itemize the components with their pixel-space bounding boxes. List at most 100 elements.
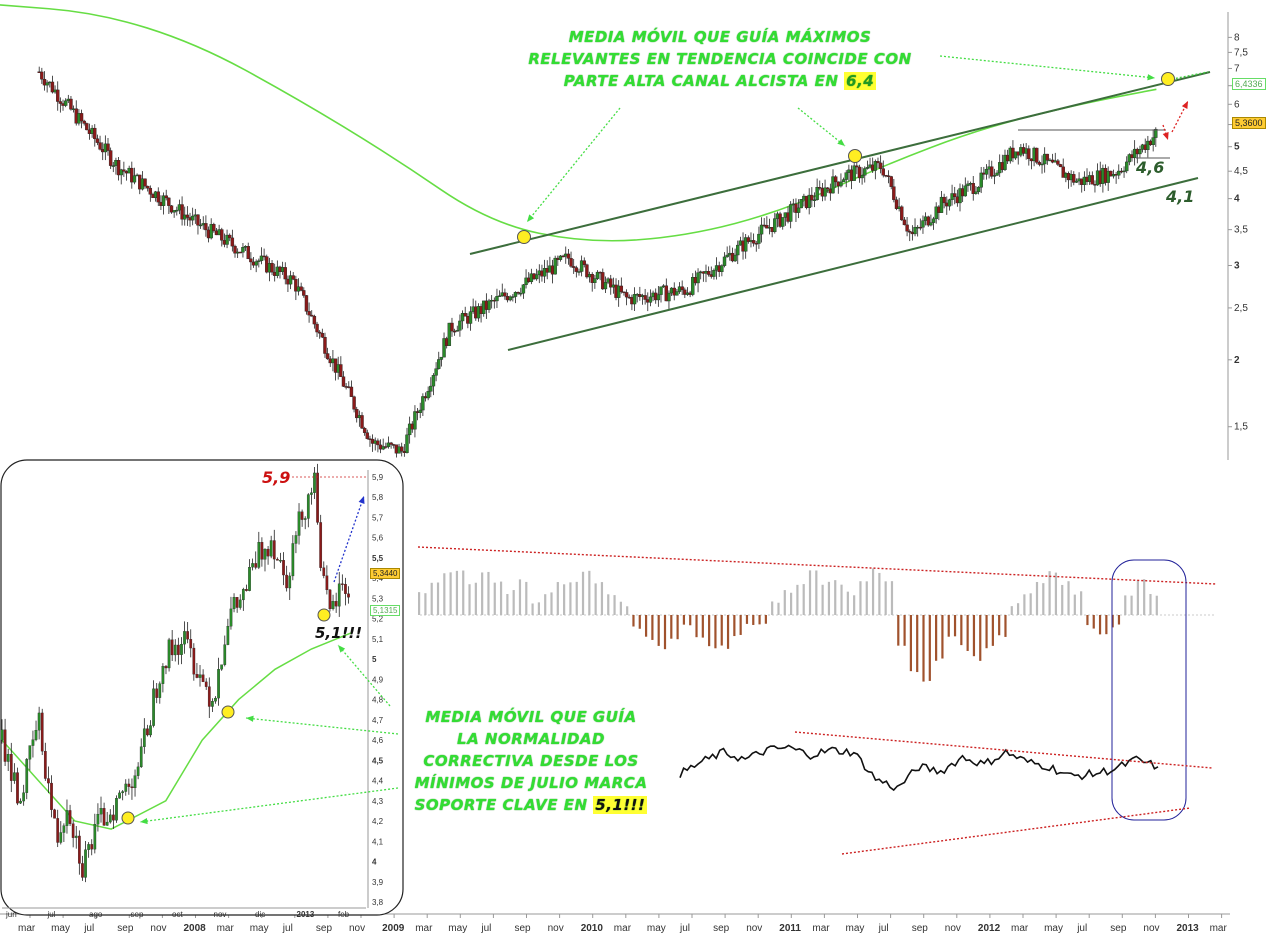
moving-average-tag: 6,4336 (1232, 78, 1266, 90)
candle (659, 286, 663, 295)
candle (905, 224, 909, 232)
histogram-bar (418, 592, 421, 615)
level-label: 4,6 (1136, 158, 1165, 177)
candle (341, 376, 346, 387)
histogram-bar (1061, 584, 1064, 615)
inset-candle (65, 810, 69, 826)
candle (942, 196, 946, 204)
x-tick-label: jul (282, 923, 293, 934)
candle (143, 178, 147, 187)
price-arrow-head (1181, 101, 1188, 109)
candle (754, 243, 758, 245)
candle (307, 311, 311, 316)
histogram-bar (739, 615, 742, 635)
x-tick-label: mar (1011, 923, 1029, 934)
candle (892, 186, 896, 200)
histogram-bar (424, 593, 427, 615)
candle (460, 313, 465, 322)
candle (69, 98, 73, 110)
candle (455, 330, 459, 332)
candle (220, 229, 224, 241)
inset-y-tick-label: 3,9 (372, 878, 384, 887)
inset-candle (316, 472, 319, 523)
inset-candle (183, 631, 186, 645)
inset-candle (180, 643, 183, 655)
inset-candle (276, 558, 279, 561)
histogram-bar (632, 615, 635, 627)
histogram-bar (909, 615, 912, 672)
histogram-bar (531, 603, 534, 615)
candle (561, 255, 565, 258)
candle (900, 206, 904, 221)
candle (1122, 170, 1126, 173)
candle (42, 78, 47, 86)
candle (799, 199, 803, 209)
histogram-bar (714, 615, 717, 649)
inset-candle (3, 729, 7, 762)
inset-candle (19, 800, 22, 804)
candle (190, 215, 195, 221)
histogram-bar (922, 615, 925, 682)
inset-moving-average-tag: 5,1315 (370, 605, 401, 616)
histogram-bar (1124, 595, 1127, 615)
inset-y-tick-label: 4,9 (372, 675, 384, 684)
candle (148, 187, 153, 195)
candle (632, 294, 637, 305)
x-tick-label: jul (1076, 923, 1087, 934)
annotation-highlight: 6,4 (844, 72, 877, 90)
price-candles (37, 66, 1158, 458)
histogram-bar (991, 615, 994, 646)
candle (352, 396, 356, 410)
candle (736, 244, 740, 256)
high-label: 5,9 (262, 468, 291, 487)
inset-candle (161, 666, 165, 684)
inset-candle (285, 574, 288, 589)
x-tick-label: may (1044, 923, 1063, 934)
candle (259, 255, 264, 261)
candle (926, 216, 930, 226)
inset-candle (84, 849, 87, 878)
candle (325, 353, 330, 360)
histogram-bar (998, 615, 1001, 636)
candle (1072, 174, 1076, 183)
inset-touch-point (221, 705, 235, 719)
candle (169, 205, 174, 213)
x-tick-label: mar (415, 923, 433, 934)
moving-average-annotation: MEDIA MÓVIL QUE GUÍA MÁXIMOS RELEVANTES … (470, 26, 970, 92)
inset-candle (257, 542, 261, 568)
histogram-bar (512, 590, 515, 615)
inset-candle (177, 644, 180, 655)
candle (577, 271, 581, 273)
inset-candle (56, 818, 60, 843)
candle (185, 214, 190, 218)
x-tick-label: sep (912, 923, 929, 934)
support-label: 5,1!!! (315, 624, 363, 642)
histogram-bar (808, 570, 812, 615)
inset-x-tick-label: feb (338, 910, 350, 919)
candle (98, 142, 102, 150)
histogram-bar (1010, 606, 1013, 615)
inset-candle (59, 832, 63, 843)
histogram-bar (695, 615, 698, 638)
annotation-arrow (337, 644, 391, 707)
inset-candle (31, 739, 35, 746)
candle (667, 292, 671, 302)
y-tick-label: 7,5 (1234, 47, 1248, 58)
channel-upper-line (469, 71, 1211, 255)
histogram-bar (777, 602, 780, 615)
candle (788, 204, 793, 222)
y-tick-label: 5 (1234, 142, 1240, 153)
candle (95, 138, 100, 143)
inset-candle (272, 540, 276, 560)
candle (751, 240, 756, 244)
candle (818, 187, 822, 189)
inset-y-tick-label: 3,8 (372, 898, 384, 907)
x-tick-label: nov (945, 923, 961, 934)
histogram-bar (468, 584, 471, 615)
inset-y-tick-label: 4,7 (372, 716, 384, 725)
histogram-bar (487, 571, 490, 615)
candle (963, 185, 967, 197)
inset-y-tick-label: 5,3 (372, 594, 384, 603)
touch-point (848, 149, 862, 163)
inset-candle (214, 697, 217, 702)
